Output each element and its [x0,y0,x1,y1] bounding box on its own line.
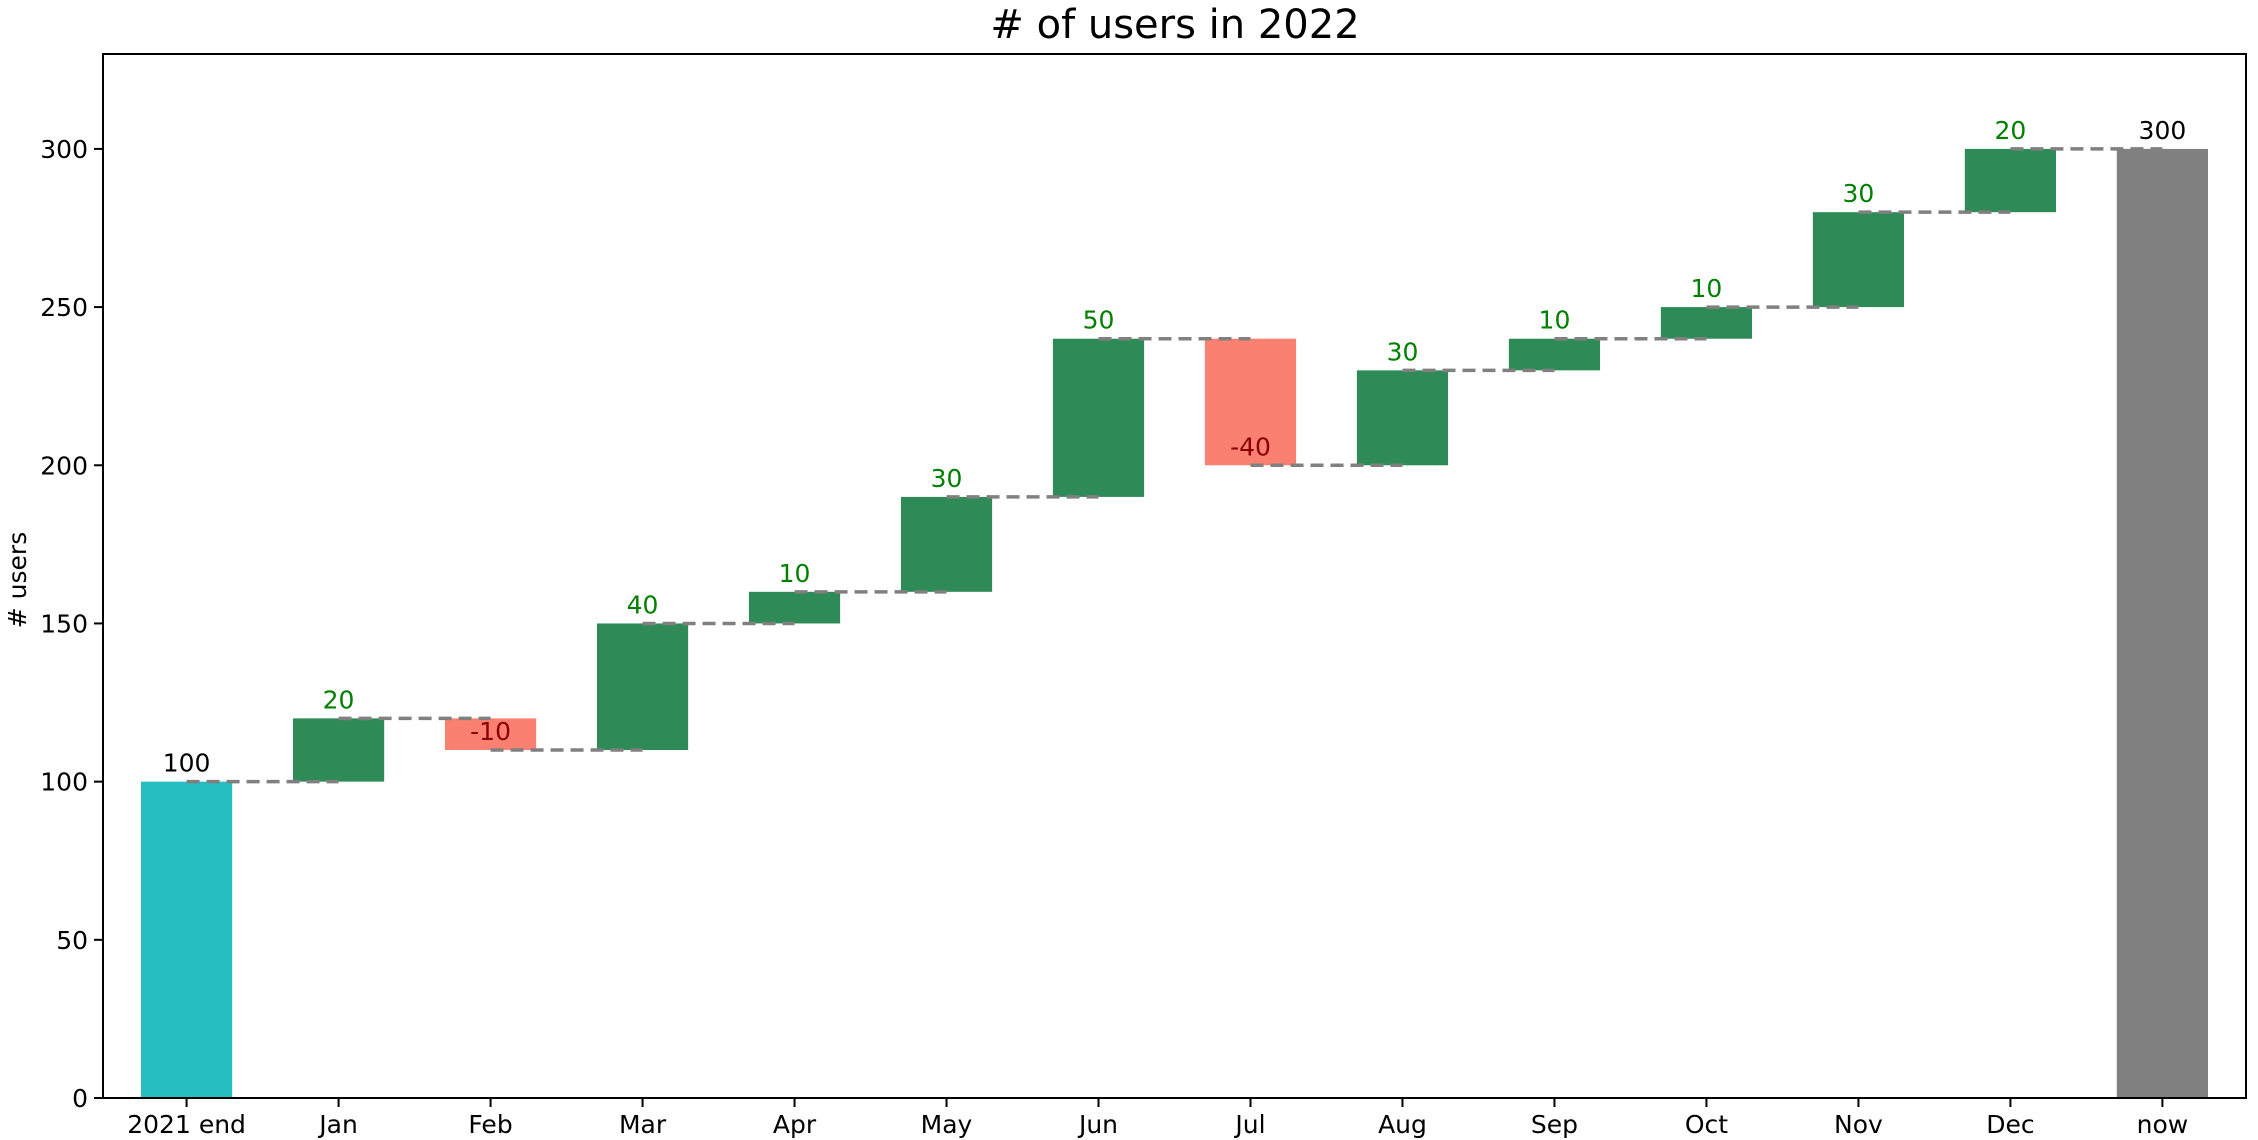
bar-dec [1964,148,2057,213]
y-tick-label: 0 [72,1084,88,1113]
y-axis-label: # users [3,532,32,628]
x-tick-label: Feb [468,1110,512,1139]
data-label: 10 [1539,306,1571,335]
data-label: 20 [1995,116,2027,145]
bar-jun [1052,338,1145,497]
bar-nov [1812,212,1905,308]
bar-2021-end [140,781,233,1098]
bar-jul [1204,338,1297,466]
y-tick-label: 50 [56,926,88,955]
plot-frame [102,53,2247,1099]
x-tick-label: Aug [1378,1110,1427,1139]
x-tick-label: Jan [317,1110,358,1139]
bar-mar [596,623,689,750]
y-tick-label: 150 [40,609,88,638]
data-label: 10 [779,559,811,588]
axes-layer: 0 50 100 150 200 250 300 2021 end Jan Feb Mar Apr Ma… [40,53,2247,1139]
data-label: -40 [1230,432,1271,461]
x-tick-label: now [2137,1110,2189,1139]
bar-jan [292,718,385,782]
y-tick-label: 200 [40,451,88,480]
x-tick-label: May [921,1110,973,1139]
x-tick-label: Oct [1685,1110,1728,1139]
x-tick-label: Nov [1834,1110,1883,1139]
data-label: 30 [1387,337,1419,366]
x-tick-label: Mar [619,1110,667,1139]
x-tick-label: Jul [1233,1110,1265,1139]
x-tick-label: Apr [773,1110,817,1139]
x-tick-label: Dec [1986,1110,2034,1139]
chart-title: # of users in 2022 [990,2,1359,48]
y-tick-label: 300 [40,135,88,164]
bars-layer [140,148,2209,1099]
bar-aug [1356,370,1449,466]
y-tick-label: 100 [40,768,88,797]
bar-oct [1660,307,1753,339]
data-label: -10 [470,717,511,746]
connectors-layer [186,147,2163,784]
data-label: 30 [931,464,963,493]
x-tick-label: Sep [1531,1110,1578,1139]
y-tick-label: 250 [40,293,88,322]
bar-sep [1508,338,1601,371]
data-label: 10 [1691,274,1723,303]
bar-apr [748,591,841,624]
x-tick-label: Jun [1077,1110,1118,1139]
bar-feb [444,718,537,750]
x-tick-label: 2021 end [127,1110,246,1139]
bar-may [900,496,993,592]
data-label: 100 [163,749,211,778]
data-labels-layer: 100 20 -10 40 10 30 50 -40 30 10 10 30 20 300 [163,116,2187,778]
data-label: 40 [627,590,659,619]
data-label: 300 [2139,116,2187,145]
data-label: 20 [323,685,355,714]
data-label: 50 [1083,306,1115,335]
bar-now [2116,148,2209,1099]
data-label: 30 [1843,179,1875,208]
